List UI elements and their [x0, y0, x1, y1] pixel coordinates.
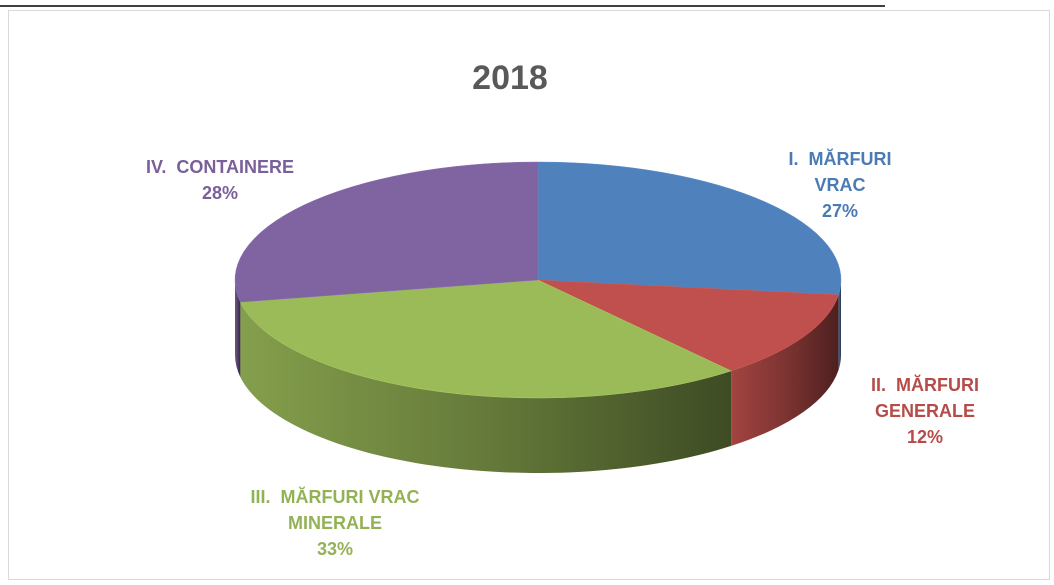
slice-side	[731, 294, 839, 446]
category-label: IV. CONTAINERE	[145, 157, 295, 177]
chart-title: 2018	[472, 59, 548, 97]
slice	[537, 279, 839, 372]
value-label: 27%	[821, 201, 859, 221]
data-label: III. MĂRFURI VRAC MINERALE 33%	[240, 484, 430, 562]
category-label: II. MĂRFURI GENERALE	[871, 375, 985, 421]
slice-side	[838, 280, 842, 370]
data-label: IV. CONTAINERE 28%	[110, 154, 330, 206]
slice	[234, 161, 539, 303]
slice-side	[235, 280, 241, 378]
slice-side	[240, 302, 732, 473]
category-label: III. MĂRFURI VRAC MINERALE	[250, 487, 425, 533]
slice	[537, 161, 842, 296]
slice	[239, 279, 732, 399]
value-label: 28%	[201, 183, 239, 203]
value-label: 12%	[906, 427, 944, 447]
data-label: II. MĂRFURI GENERALE 12%	[850, 372, 1000, 450]
value-label: 33%	[316, 539, 354, 559]
category-label: I. MĂRFURI VRAC	[788, 149, 897, 195]
data-label: I. MĂRFURI VRAC 27%	[765, 146, 915, 224]
